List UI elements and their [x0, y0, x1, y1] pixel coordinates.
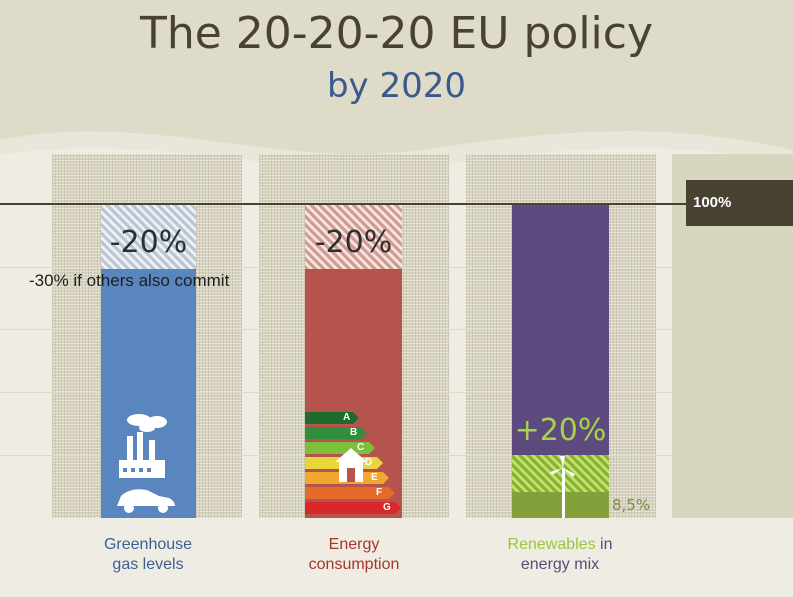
energy-class-c: C	[357, 442, 365, 453]
renewables-target-label: +20%	[514, 413, 607, 448]
energy-class-d: D	[365, 457, 373, 468]
category-renewables-highlight: Renewables	[507, 536, 596, 553]
factory-car-icon	[117, 414, 175, 513]
energy-reduction-bar	[305, 205, 402, 269]
energy-class-g: G	[383, 502, 391, 513]
renewables-bar	[512, 205, 609, 455]
category-energy-line2: consumption	[308, 556, 400, 573]
category-renewables-label: Renewables in energy mix	[460, 535, 660, 575]
category-ghg-label: Greenhouse gas levels	[48, 535, 248, 575]
ghg-change-label: -20%	[109, 225, 188, 260]
renewables-current-label: 8,5%	[612, 496, 651, 514]
renewables-current-bar	[512, 492, 609, 518]
category-ghg-line1: Greenhouse	[103, 536, 193, 553]
energy-class-f: F	[376, 487, 383, 498]
energy-class-a: A	[343, 412, 351, 423]
energy-class-b: B	[350, 427, 358, 438]
energy-change-label: -20%	[314, 225, 393, 260]
reference-100-line	[0, 203, 686, 205]
energy-efficiency-label-icon: A B C D E F G	[305, 412, 405, 518]
reference-100-label: 100%	[686, 180, 793, 226]
wind-turbine-icon	[550, 456, 575, 518]
energy-class-e: E	[371, 472, 378, 483]
category-ghg-line2: gas levels	[112, 556, 184, 573]
category-energy-line1: Energy	[328, 536, 380, 553]
ghg-reduction-bar	[101, 205, 196, 269]
renewables-target-bar	[512, 455, 609, 492]
category-energy-label: Energy consumption	[254, 535, 454, 575]
category-renewables-line1: Renewables in	[460, 535, 660, 555]
chart-title: The 20-20-20 EU policy	[139, 8, 654, 59]
chart-subtitle: by 2020	[326, 66, 467, 106]
category-renewables-line2: energy mix	[520, 556, 600, 573]
ghg-note: -30% if others also commit	[29, 271, 230, 290]
category-renewables-line1-rest: in	[595, 536, 613, 553]
